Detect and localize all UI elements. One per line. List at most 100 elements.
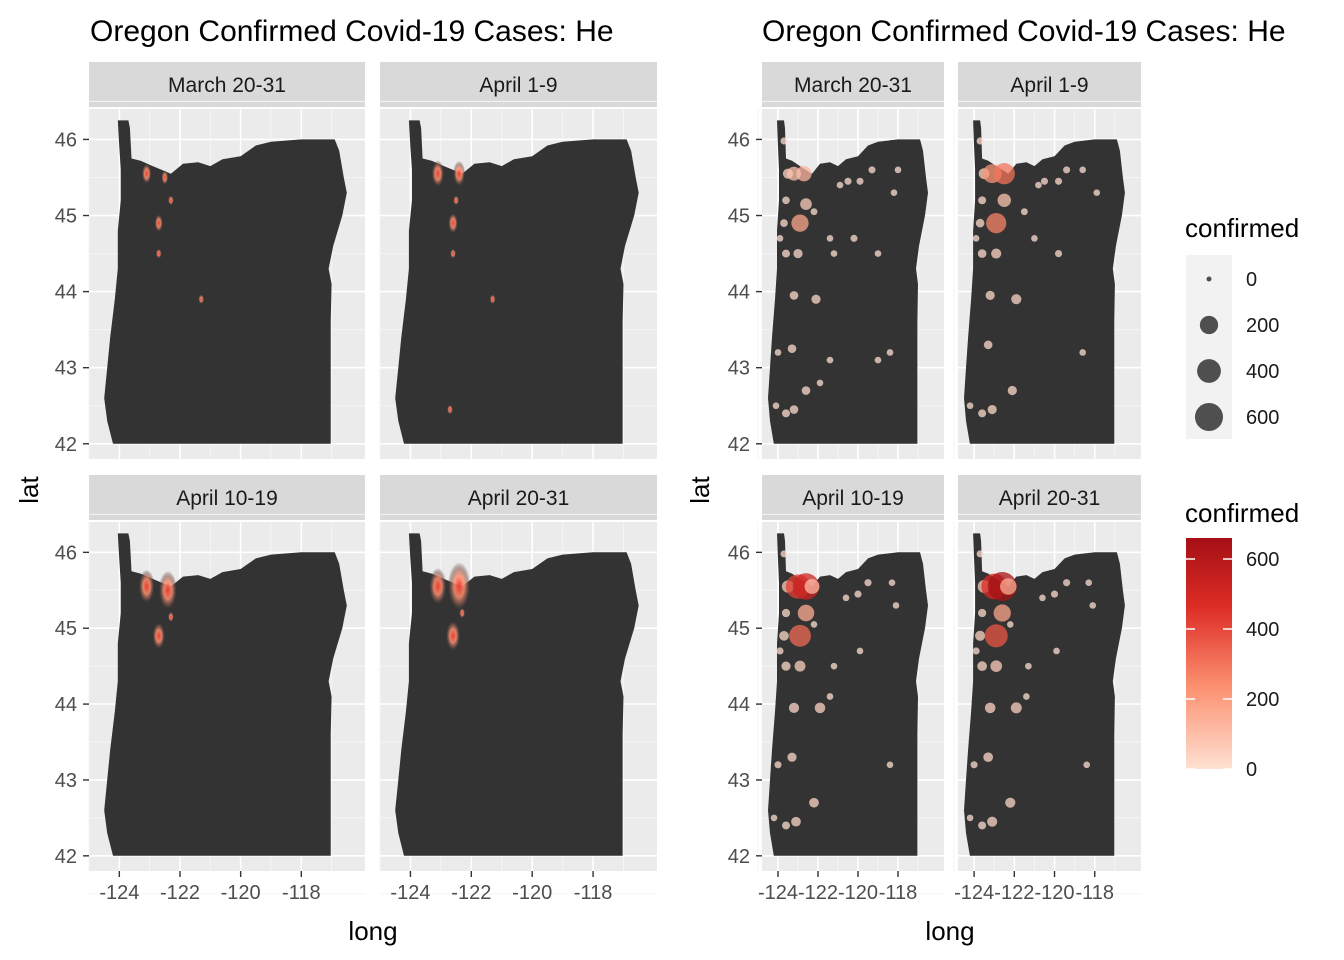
case-point: [997, 193, 1011, 208]
case-point: [975, 630, 986, 641]
facet-strip: [89, 62, 365, 107]
facet-strip-label: April 10-19: [802, 487, 904, 510]
oregon-map: [104, 120, 347, 444]
color-legend-bar: [1186, 538, 1232, 769]
color-legend-label: 600: [1246, 549, 1279, 571]
case-point: [977, 249, 987, 258]
x-tick-label: -124: [99, 882, 139, 904]
size-legend-key: [1194, 402, 1224, 432]
case-point: [810, 208, 818, 216]
facet-strip: [958, 475, 1141, 520]
panel-left-2: April 10-19 -124 -122 -120 -118 42 43 44 45 46: [55, 475, 365, 904]
case-point: [1006, 621, 1014, 628]
case-point: [966, 814, 974, 822]
case-point: [1000, 578, 1017, 595]
y-tick-label: 43: [728, 358, 750, 380]
case-point: [886, 349, 894, 356]
chart-left-x-axis-title: long: [348, 916, 397, 946]
case-point: [1011, 294, 1022, 305]
case-point: [816, 379, 824, 387]
y-tick-label: 42: [55, 846, 77, 868]
size-legend-label: 600: [1246, 407, 1279, 429]
case-point: [844, 177, 852, 185]
x-tick-label: -122: [994, 882, 1034, 904]
case-point: [780, 550, 788, 558]
density-hotspot: [158, 570, 178, 610]
panel-left-3: April 20-31 -124 -122 -120 -118: [379, 475, 657, 904]
case-point: [782, 249, 790, 258]
case-point: [983, 752, 994, 763]
case-point: [978, 409, 987, 418]
color-legend-title: confirmed: [1185, 498, 1299, 528]
case-point: [780, 219, 788, 227]
y-tick-label: 43: [55, 358, 77, 380]
case-point: [780, 137, 788, 145]
case-point: [990, 660, 1003, 672]
case-point: [874, 356, 882, 364]
density-hotspot: [155, 248, 162, 259]
facet-strip: [762, 62, 944, 107]
case-point: [1093, 189, 1101, 197]
density-hotspot: [167, 611, 174, 623]
case-point: [894, 166, 902, 174]
case-point: [1089, 602, 1097, 609]
y-tick-label: 45: [728, 206, 750, 228]
density-hotspot: [141, 163, 152, 185]
case-point: [810, 621, 818, 628]
case-point: [1035, 181, 1042, 189]
size-legend-key: [1197, 359, 1221, 383]
case-point: [797, 604, 815, 622]
chart-right-x-axis-title: long: [925, 916, 974, 946]
case-point: [985, 290, 995, 301]
y-tick-label: 44: [55, 694, 77, 716]
case-point: [972, 235, 980, 242]
case-point: [774, 349, 782, 356]
case-point: [1023, 693, 1030, 700]
facet-strip-label: April 1-9: [479, 74, 557, 97]
case-point: [984, 624, 1008, 648]
y-tick-label: 46: [728, 542, 750, 564]
case-point: [814, 702, 826, 714]
density-hotspot: [167, 195, 174, 206]
case-point: [993, 163, 1015, 185]
case-point: [1063, 579, 1071, 587]
case-point: [874, 250, 882, 257]
size-legend-key: [1206, 276, 1212, 282]
chart-right: Oregon Confirmed Covid-19 Cases: He Marc…: [685, 15, 1299, 946]
color-legend-label: 400: [1246, 619, 1279, 641]
case-point: [850, 234, 858, 242]
density-hotspot: [445, 620, 461, 652]
case-point: [976, 550, 984, 558]
case-point: [890, 189, 898, 197]
case-point: [826, 356, 834, 364]
case-point: [1039, 594, 1046, 602]
y-tick-label: 44: [728, 282, 750, 304]
case-point: [987, 404, 997, 415]
x-tick-label: -118: [282, 882, 321, 904]
case-point: [804, 579, 820, 594]
case-point: [991, 248, 1002, 259]
y-tick-label: 44: [728, 694, 750, 716]
facet-strip-label: March 20-31: [168, 74, 286, 97]
chart-left: Oregon Confirmed Covid-19 Cases: He Marc…: [14, 15, 657, 946]
density-hotspot: [138, 569, 155, 604]
case-point: [794, 660, 806, 672]
case-point: [966, 402, 974, 410]
color-legend-label: 200: [1246, 689, 1279, 711]
case-point: [789, 405, 799, 414]
y-tick-label: 42: [728, 434, 750, 456]
facet-strip-label: April 20-31: [999, 487, 1101, 510]
case-point: [1085, 579, 1093, 587]
case-point: [888, 579, 896, 587]
facet-strip: [762, 475, 944, 520]
case-point: [1063, 166, 1071, 174]
size-legend-key: [1199, 315, 1219, 335]
y-tick-label: 46: [55, 129, 77, 151]
case-point: [1079, 166, 1086, 174]
y-tick-label: 42: [55, 434, 77, 456]
case-point: [842, 594, 850, 602]
case-point: [978, 821, 987, 830]
facet-strip: [958, 62, 1141, 107]
facet-strip-label: April 10-19: [176, 487, 278, 510]
